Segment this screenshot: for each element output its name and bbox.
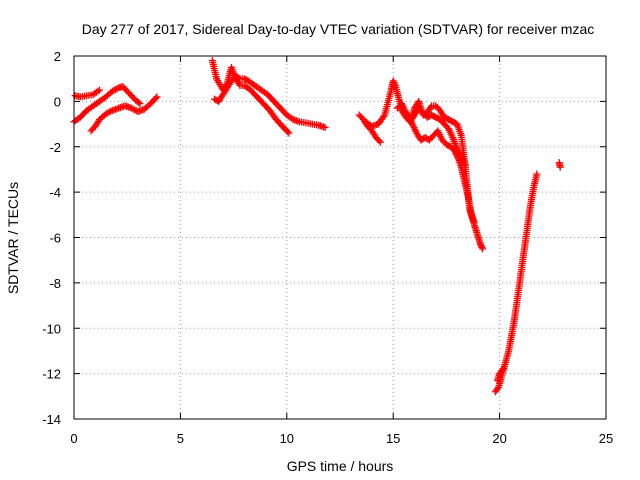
x-tick-label: 0 bbox=[70, 431, 77, 446]
data-point bbox=[376, 138, 384, 146]
series-arc-a bbox=[71, 86, 104, 101]
data-point bbox=[235, 74, 243, 82]
data-point bbox=[284, 128, 292, 136]
data-point bbox=[470, 218, 478, 226]
data-point bbox=[389, 77, 397, 85]
chart-title: Day 277 of 2017, Sidereal Day-to-day VTE… bbox=[82, 21, 595, 37]
data-point bbox=[499, 365, 507, 373]
data-point bbox=[390, 78, 398, 86]
series-arc-g bbox=[362, 77, 487, 253]
data-point bbox=[135, 99, 143, 107]
series-arc-b bbox=[70, 83, 144, 126]
x-tick-label: 25 bbox=[599, 431, 613, 446]
series-arc-k bbox=[493, 365, 507, 384]
data-point bbox=[477, 242, 485, 250]
data-point bbox=[107, 107, 115, 115]
y-tick-label: -2 bbox=[49, 140, 61, 155]
x-tick-label: 10 bbox=[280, 431, 294, 446]
x-tick-label: 5 bbox=[177, 431, 184, 446]
data-point bbox=[479, 245, 487, 253]
data-point bbox=[493, 385, 501, 393]
data-point bbox=[96, 86, 104, 94]
data-point bbox=[285, 129, 293, 137]
y-tick-label: -12 bbox=[42, 367, 61, 382]
data-point bbox=[113, 85, 121, 93]
data-point bbox=[136, 100, 144, 108]
series-arc-c bbox=[87, 93, 161, 135]
data-point bbox=[533, 170, 541, 178]
data-point bbox=[498, 367, 506, 375]
data-point bbox=[478, 243, 486, 251]
y-tick-label: -8 bbox=[49, 276, 61, 291]
data-point bbox=[94, 87, 102, 95]
y-tick-label: -4 bbox=[49, 185, 61, 200]
x-tick-label: 20 bbox=[492, 431, 506, 446]
data-point bbox=[321, 123, 329, 131]
data-point bbox=[153, 93, 161, 101]
y-tick-label: -14 bbox=[42, 412, 61, 427]
series-arc-i bbox=[398, 104, 470, 169]
y-axis-title: SDTVAR / TECUs bbox=[5, 182, 21, 294]
x-axis-title: GPS time / hours bbox=[287, 458, 394, 474]
data-point bbox=[476, 240, 484, 248]
data-point bbox=[391, 80, 399, 88]
data-point bbox=[462, 161, 470, 169]
data-point bbox=[556, 163, 564, 171]
series-arc-l bbox=[555, 159, 564, 171]
y-tick-label: 0 bbox=[54, 94, 61, 109]
data-marks bbox=[70, 57, 564, 396]
y-tick-label: -10 bbox=[42, 321, 61, 336]
data-point bbox=[152, 94, 160, 102]
data-point bbox=[380, 113, 388, 120]
y-tick-label: 2 bbox=[54, 49, 61, 64]
series-arc-e bbox=[210, 72, 329, 131]
y-tick-label: -6 bbox=[49, 231, 61, 246]
data-point bbox=[375, 137, 383, 145]
x-tick-label: 15 bbox=[386, 431, 400, 446]
